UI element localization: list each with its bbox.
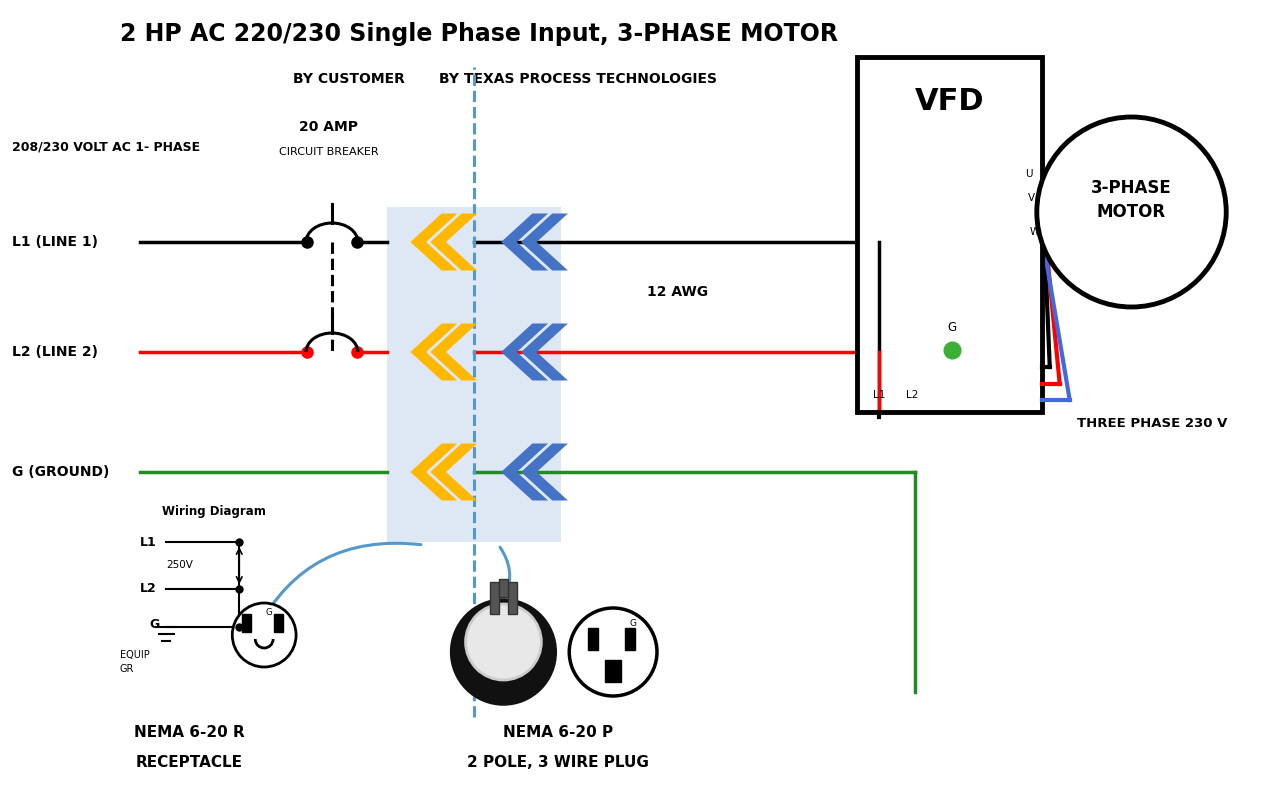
Bar [242, 614, 251, 632]
Text: L2: L2 [906, 390, 919, 400]
Text: G (GROUND): G (GROUND) [11, 465, 109, 479]
Text: G: G [629, 619, 637, 629]
Polygon shape [501, 324, 548, 380]
Text: U: U [1025, 169, 1033, 179]
Polygon shape [430, 443, 477, 501]
Text: BY TEXAS PROCESS TECHNOLOGIES: BY TEXAS PROCESS TECHNOLOGIES [439, 72, 717, 86]
Text: G: G [150, 618, 160, 631]
Text: G: G [948, 321, 957, 334]
Text: L1: L1 [140, 536, 156, 548]
Polygon shape [430, 324, 477, 380]
Polygon shape [522, 324, 569, 380]
Bar [589, 628, 598, 650]
Polygon shape [430, 214, 477, 270]
Text: NEMA 6-20 P: NEMA 6-20 P [504, 725, 613, 740]
Bar [387, 207, 561, 542]
Polygon shape [410, 324, 457, 380]
Bar [509, 582, 518, 614]
Text: 208/230 VOLT AC 1- PHASE: 208/230 VOLT AC 1- PHASE [11, 140, 201, 154]
Text: 2 HP AC 220/230 Single Phase Input, 3-PHASE MOTOR: 2 HP AC 220/230 Single Phase Input, 3-PH… [119, 22, 838, 46]
Text: L2 (LINE 2): L2 (LINE 2) [11, 345, 98, 359]
Circle shape [1037, 117, 1226, 307]
Text: Wiring Diagram: Wiring Diagram [162, 505, 266, 518]
Polygon shape [410, 214, 457, 270]
Text: 20 AMP: 20 AMP [299, 120, 358, 134]
Text: NEMA 6-20 R: NEMA 6-20 R [135, 725, 245, 740]
Text: L2: L2 [140, 583, 156, 595]
Text: 12 AWG: 12 AWG [647, 285, 708, 299]
Bar [491, 582, 500, 614]
Text: VFD: VFD [915, 87, 985, 116]
Text: EQUIP: EQUIP [119, 650, 150, 660]
Text: 250V: 250V [166, 560, 193, 570]
Bar [605, 660, 621, 682]
Polygon shape [522, 214, 569, 270]
Circle shape [570, 608, 657, 696]
Bar [626, 628, 634, 650]
Text: BY CUSTOMER: BY CUSTOMER [293, 72, 405, 86]
Polygon shape [410, 443, 457, 501]
Circle shape [232, 603, 296, 667]
Polygon shape [501, 214, 548, 270]
Text: 3-PHASE
MOTOR: 3-PHASE MOTOR [1091, 179, 1171, 221]
Text: V: V [1028, 193, 1036, 203]
Text: L1: L1 [873, 390, 886, 400]
Bar [858, 57, 1042, 412]
Text: G: G [266, 608, 273, 617]
Text: CIRCUIT BREAKER: CIRCUIT BREAKER [279, 147, 379, 157]
Circle shape [452, 600, 556, 704]
Text: RECEPTACLE: RECEPTACLE [136, 755, 242, 770]
Polygon shape [522, 443, 569, 501]
Polygon shape [501, 443, 548, 501]
Bar [500, 579, 509, 597]
Text: GR: GR [119, 664, 135, 674]
Text: 2 POLE, 3 WIRE PLUG: 2 POLE, 3 WIRE PLUG [467, 755, 650, 770]
Text: L1 (LINE 1): L1 (LINE 1) [11, 235, 98, 249]
Text: W: W [1029, 227, 1039, 237]
Bar [274, 614, 283, 632]
Text: THREE PHASE 230 V: THREE PHASE 230 V [1076, 418, 1227, 430]
Circle shape [466, 604, 542, 680]
